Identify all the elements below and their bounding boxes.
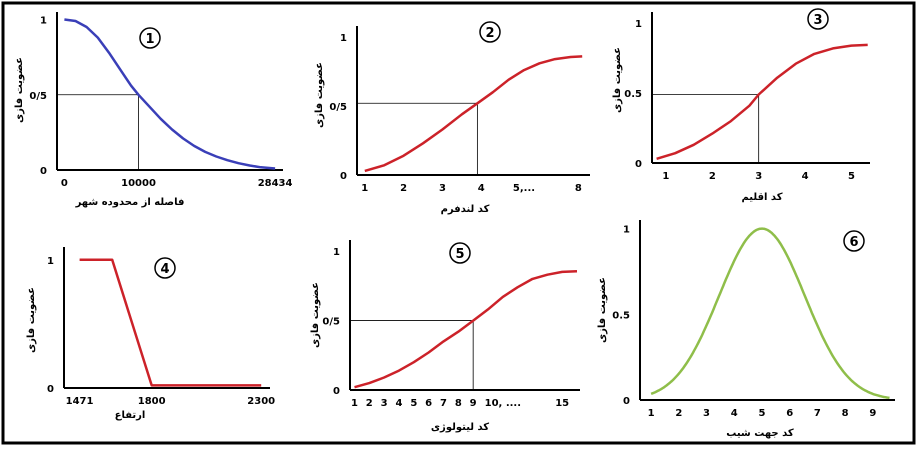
x-tick-label: 5,... [513,183,535,194]
x-tick-label: 2 [675,408,682,419]
chart-4: 0 1 1471 1800 2300 4 ارتفاع عضویت فازی [26,247,275,421]
membership-curve [64,18,276,170]
y-axis-label: عضویت فازی [597,277,608,343]
x-tick-label: 0 [61,178,68,189]
y-tick-label: 1 [623,225,630,236]
y-tick-label: 1 [333,247,340,258]
y-tick-label: 1 [340,33,347,44]
x-axis-label: ارتفاع [115,410,146,421]
x-tick-label: 4 [802,171,809,182]
x-tick-label: 2300 [247,396,275,407]
y-tick-label: 0 [635,159,642,170]
y-tick-label: 0 [40,166,47,177]
x-tick-label: 5 [848,171,855,182]
x-tick-label: 3 [703,408,710,419]
x-tick-label: 3 [381,398,388,409]
y-tick-label: 1 [635,19,642,30]
x-axis-label: کد لیتولوژی [431,422,489,433]
membership-curve [354,270,578,389]
x-tick-label: 6 [425,398,432,409]
y-tick-label: 0 [333,386,340,397]
panel-number: 5 [455,247,464,262]
x-tick-label: 28434 [258,178,293,189]
chart-6: 0 0.5 1 1 2 3 4 5 6 7 8 9 6 کد جهت شیب عضویت فازی [597,220,895,439]
y-tick-label: 0 [47,384,54,395]
panel-number-badge [807,8,829,30]
x-axis-label: کد جهت شیب [726,428,794,439]
x-axis-label: فاصله از محدوده شهر [75,197,185,208]
x-tick-label: 1800 [138,396,166,407]
chart-1: 0 0/5 1 0 10000 28434 1 فاصله از محدوده شهر عضوی… [14,12,293,208]
x-tick-label: 1 [351,398,358,409]
y-axis-label: عضویت فازی [310,282,321,348]
x-tick-label: 3 [755,171,762,182]
panel-number-badge [139,27,161,49]
membership-curve [650,227,890,400]
x-axis-label: کد اقلیم [741,192,782,203]
y-axis-label: عضویت فازی [26,287,37,353]
y-tick-label: 0/5 [29,91,47,102]
x-tick-label: 1 [662,171,669,182]
y-tick-label: 0/5 [322,317,340,328]
y-tick-label: 0.5 [612,310,630,321]
x-tick-label: 15 [555,398,569,409]
x-tick-label: 9 [869,408,876,419]
x-tick-label: 3 [439,183,446,194]
membership-curve [656,43,868,160]
panel-number: 6 [849,235,858,250]
x-tick-label: 2 [400,183,407,194]
x-tick-label: 2 [366,398,373,409]
x-tick-label: 5 [758,408,765,419]
y-axis-label: عضویت فازی [14,57,25,123]
y-axis-label: عضویت فازی [314,62,325,128]
membership-curve [79,258,262,387]
y-tick-label: 0 [340,171,347,182]
y-tick-label: 0.5 [624,89,642,100]
x-tick-label: 10, .... [485,398,521,409]
y-tick-label: 0 [623,396,630,407]
x-tick-label: 6 [786,408,793,419]
x-tick-label: 9 [470,398,477,409]
x-tick-label: 1471 [66,396,94,407]
panel-number: 1 [145,32,154,47]
x-tick-label: 5 [410,398,417,409]
panel-number: 4 [160,262,169,277]
panel-number-badge [479,21,501,43]
membership-curve [364,55,583,173]
x-tick-label: 4 [478,183,485,194]
x-tick-label: 1 [648,408,655,419]
x-tick-label: 2 [709,171,716,182]
panel-number-badge [449,242,471,264]
y-axis-label: عضویت فازی [612,47,623,113]
x-tick-label: 8 [575,183,582,194]
panel-number: 3 [813,13,822,28]
x-tick-label: 1 [361,183,368,194]
x-tick-label: 7 [814,408,821,419]
x-axis-label: کد لندفرم [441,204,490,215]
y-tick-label: 1 [40,16,47,27]
y-tick-label: 0/5 [329,102,347,113]
x-tick-label: 4 [395,398,402,409]
x-tick-label: 8 [842,408,849,419]
chart-3: 0 0.5 1 1 2 3 4 5 3 کد اقلیم عضویت فازی [612,8,870,203]
panel-number: 2 [485,26,494,41]
x-tick-label: 8 [455,398,462,409]
x-tick-label: 10000 [121,178,156,189]
x-tick-label: 4 [731,408,738,419]
y-tick-label: 1 [47,256,54,267]
panel-number-badge [154,257,176,279]
x-tick-label: 7 [440,398,447,409]
panel-number-badge [843,230,865,252]
chart-2: 0 0/5 1 1 2 3 4 5,... 8 2 کد لندفرم عضویت فازی [314,21,590,215]
